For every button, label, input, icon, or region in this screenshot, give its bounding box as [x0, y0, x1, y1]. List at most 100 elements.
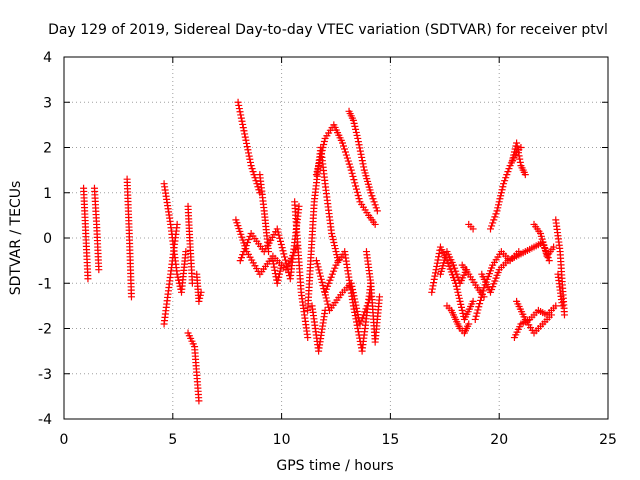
data-point	[368, 192, 376, 200]
data-point	[196, 291, 204, 299]
data-point	[316, 269, 324, 277]
data-point	[514, 145, 522, 153]
data-point	[428, 285, 436, 293]
data-point	[359, 160, 367, 168]
chart-title: Day 129 of 2019, Sidereal Day-to-day VTE…	[48, 22, 608, 38]
data-point	[342, 151, 350, 159]
data-point	[195, 397, 203, 405]
data-point	[356, 147, 364, 155]
data-point	[354, 134, 362, 142]
data-point	[458, 306, 466, 314]
data-point	[312, 171, 320, 179]
data-point	[476, 296, 484, 304]
data-point	[354, 191, 362, 199]
data-point	[495, 198, 503, 206]
data-point	[247, 162, 255, 170]
data-point	[323, 297, 331, 305]
data-point	[497, 192, 505, 200]
data-point	[242, 242, 250, 250]
data-point	[356, 144, 364, 152]
data-point	[246, 155, 254, 163]
data-point	[295, 202, 303, 210]
data-point	[237, 254, 245, 262]
data-point	[318, 278, 326, 286]
data-point	[339, 139, 347, 147]
data-point	[182, 248, 190, 256]
data-point	[353, 131, 361, 139]
grid-lines	[64, 57, 608, 419]
data-point	[319, 282, 327, 290]
data-point	[469, 297, 477, 305]
data-point	[350, 305, 358, 313]
data-point	[349, 116, 357, 124]
data-point	[346, 163, 354, 171]
data-point	[275, 270, 283, 278]
x-axis-label: GPS time / hours	[276, 458, 393, 474]
data-point	[326, 276, 334, 284]
data-point	[352, 315, 360, 323]
data-point	[465, 320, 473, 328]
data-point	[494, 204, 502, 212]
data-point	[503, 171, 511, 179]
data-point	[454, 273, 462, 281]
y-axis-label: SDTVAR / TECUs	[8, 181, 24, 296]
data-point	[454, 288, 462, 296]
data-point	[279, 247, 287, 255]
data-point	[240, 127, 248, 135]
axis-ticks: 0 5 10 15 20 25 -4 -3 -2 -1 0 1 2 3 4	[38, 50, 617, 448]
data-point	[453, 270, 461, 278]
data-point	[434, 256, 442, 264]
data-point	[349, 172, 357, 180]
data-point	[313, 168, 321, 176]
data-point	[314, 165, 322, 173]
data-point	[282, 259, 290, 267]
data-point	[494, 201, 502, 209]
data-point	[358, 314, 366, 322]
data-point	[498, 186, 506, 194]
data-point	[281, 253, 289, 261]
data-point	[367, 189, 375, 197]
data-point	[270, 263, 278, 271]
data-point	[373, 207, 381, 215]
data-point	[314, 263, 322, 271]
x-tick-label: 15	[381, 432, 399, 448]
data-point	[358, 153, 366, 161]
data-point	[195, 297, 203, 305]
data-point	[240, 248, 248, 256]
data-point	[354, 138, 362, 146]
data-point	[357, 317, 365, 325]
data-point	[315, 266, 323, 274]
data-point	[316, 272, 324, 280]
data-point	[235, 101, 243, 109]
y-tick-label: 4	[43, 50, 52, 66]
data-point	[358, 157, 366, 165]
data-point	[173, 220, 181, 228]
data-point	[320, 140, 328, 148]
data-point	[500, 180, 508, 188]
data-point	[331, 264, 339, 272]
y-tick-label: -1	[38, 276, 52, 292]
data-point	[328, 270, 336, 278]
data-point	[452, 267, 460, 275]
data-point	[550, 243, 558, 251]
data-point	[352, 125, 360, 133]
data-point	[453, 285, 461, 293]
data-point	[452, 282, 460, 290]
data-point	[329, 236, 337, 244]
data-point	[456, 297, 464, 305]
data-point	[435, 253, 443, 261]
data-point	[496, 195, 504, 203]
data-point	[277, 237, 285, 245]
data-point	[315, 162, 323, 170]
data-point	[331, 242, 339, 250]
data-point	[558, 302, 566, 310]
data-point	[341, 148, 349, 156]
data-point	[505, 165, 513, 173]
data-point	[327, 273, 335, 281]
data-point	[275, 231, 283, 239]
data-point	[515, 152, 523, 160]
data-point	[351, 308, 359, 316]
data-point	[478, 290, 486, 298]
data-point	[355, 195, 363, 203]
data-point	[328, 229, 336, 237]
